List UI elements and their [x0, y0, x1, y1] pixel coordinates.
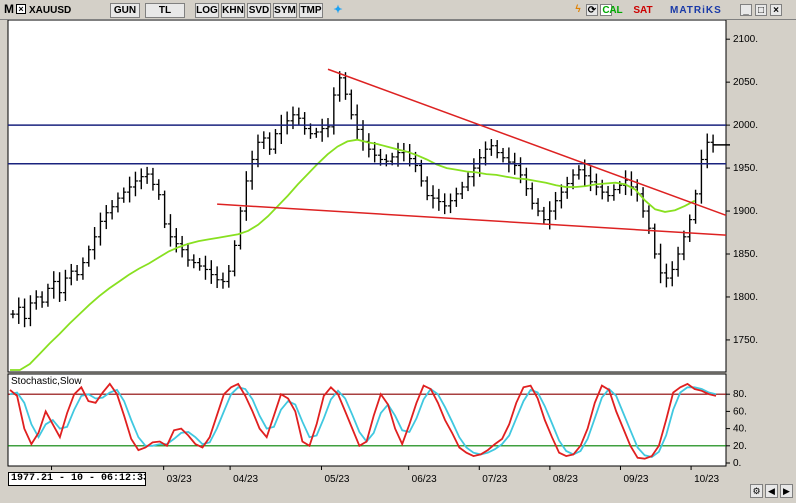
tmp-button[interactable]: TMP — [299, 3, 323, 18]
svd-button[interactable]: SVD — [247, 3, 271, 18]
price-panel[interactable] — [7, 20, 727, 373]
brand-logo: MATRiKS — [670, 5, 722, 16]
close-symbol-icon[interactable]: × — [16, 4, 26, 14]
scroll-right-icon[interactable]: ▶ — [780, 484, 793, 498]
price-axis-label: 1950. — [733, 163, 758, 174]
date-axis-label: 10/23 — [694, 474, 719, 485]
period-button[interactable]: GUN — [110, 3, 140, 18]
date-axis-label: 07/23 — [482, 474, 507, 485]
price-axis-label: 2000. — [733, 120, 758, 131]
date-axis-label: 08/23 — [553, 474, 578, 485]
trendline — [327, 68, 727, 217]
buy-button[interactable]: AL — [609, 5, 623, 16]
date-axis-label: 09/23 — [623, 474, 648, 485]
date-axis-label: 05/23 — [324, 474, 349, 485]
log-button[interactable]: LOG — [195, 3, 219, 18]
status-readout: 1977.21 - 10 - 06:12:33 — [8, 472, 146, 486]
menu-letter[interactable]: M — [4, 2, 14, 16]
chart-area[interactable]: 2100. 2050. 2000. 1950. 1900. 1850. 1800. 1750.… — [0, 20, 796, 503]
copyright-icon[interactable]: C — [600, 4, 612, 16]
close-icon[interactable]: × — [770, 4, 782, 16]
date-axis-label: 04/23 — [233, 474, 258, 485]
stochastic-title: Stochastic,Slow — [11, 376, 82, 387]
stochastic-line — [9, 382, 717, 460]
maximize-icon[interactable]: □ — [755, 4, 767, 16]
price-axis-label: 1900. — [733, 206, 758, 217]
stoch-axis-label: 0. — [733, 458, 741, 469]
price-axis-label: 1800. — [733, 292, 758, 303]
settings-icon[interactable]: ⚙ — [750, 484, 763, 498]
bottom-toolbar: ⚙ ◀ ▶ — [750, 484, 794, 500]
toolbar: M × XAUUSD GUN TL LOG KHN SVD SYM TMP ✦ … — [0, 0, 796, 20]
scroll-left-icon[interactable]: ◀ — [765, 484, 778, 498]
stochastic-line — [9, 386, 717, 458]
price-axis-label: 1850. — [733, 249, 758, 260]
stoch-axis-label: 60. — [733, 406, 747, 417]
price-axis-label: 2050. — [733, 77, 758, 88]
sell-button[interactable]: SAT — [633, 5, 653, 16]
khn-button[interactable]: KHN — [221, 3, 245, 18]
refresh-icon[interactable]: ⟳ — [586, 4, 598, 16]
sym-button[interactable]: SYM — [273, 3, 297, 18]
date-axis-label: 03/23 — [167, 474, 192, 485]
price-axis-label: 2100. — [733, 34, 758, 45]
currency-button[interactable]: TL — [145, 3, 185, 18]
date-axis-label: 06/23 — [412, 474, 437, 485]
stochastic-panel[interactable] — [7, 373, 727, 467]
stoch-axis-label: 20. — [733, 441, 747, 452]
stoch-axis-label: 40. — [733, 424, 747, 435]
chart-svg[interactable]: 2100. 2050. 2000. 1950. 1900. 1850. 1800. 1750.… — [0, 20, 796, 503]
lightning-icon[interactable]: ϟ — [575, 4, 581, 15]
twitter-icon[interactable]: ✦ — [333, 4, 343, 16]
symbol-label[interactable]: XAUUSD — [29, 5, 72, 16]
stoch-axis-label: 80. — [733, 389, 747, 400]
moving-average-line — [10, 138, 696, 371]
price-axis-label: 1750. — [733, 335, 758, 346]
minimize-icon[interactable]: _ — [740, 4, 752, 16]
trendline — [217, 203, 727, 236]
